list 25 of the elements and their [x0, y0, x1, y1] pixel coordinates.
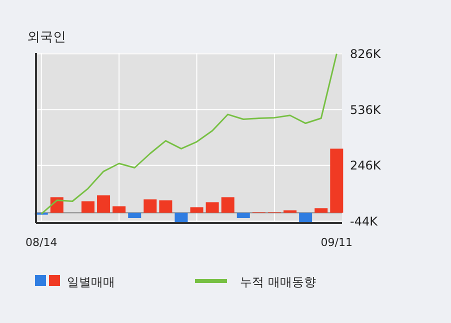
bar: [190, 207, 204, 213]
bar: [314, 208, 328, 213]
legend-label: 일별매매: [67, 275, 115, 289]
x-tick-label: 09/11: [320, 236, 352, 249]
bar: [236, 212, 250, 218]
line-series: [40, 53, 338, 215]
x-tick-label: 08/14: [26, 236, 58, 249]
bar: [284, 210, 297, 213]
legend-label: 누적 매매동향: [240, 275, 316, 289]
bar: [159, 200, 172, 213]
bar: [97, 195, 110, 213]
y-tick-label: 826K: [350, 46, 382, 61]
bar: [206, 202, 219, 213]
bar: [81, 201, 94, 213]
y-tick-label: 536K: [350, 102, 382, 117]
y-tick-label: -44K: [350, 214, 379, 228]
bar: [144, 199, 157, 213]
bar: [174, 212, 188, 222]
y-tick-label: 246K: [350, 158, 382, 173]
bar: [330, 148, 344, 213]
bar: [299, 212, 312, 222]
bar: [128, 212, 142, 218]
chart-title: 외국인: [27, 30, 66, 45]
bar: [112, 206, 126, 213]
bar: [221, 197, 234, 213]
